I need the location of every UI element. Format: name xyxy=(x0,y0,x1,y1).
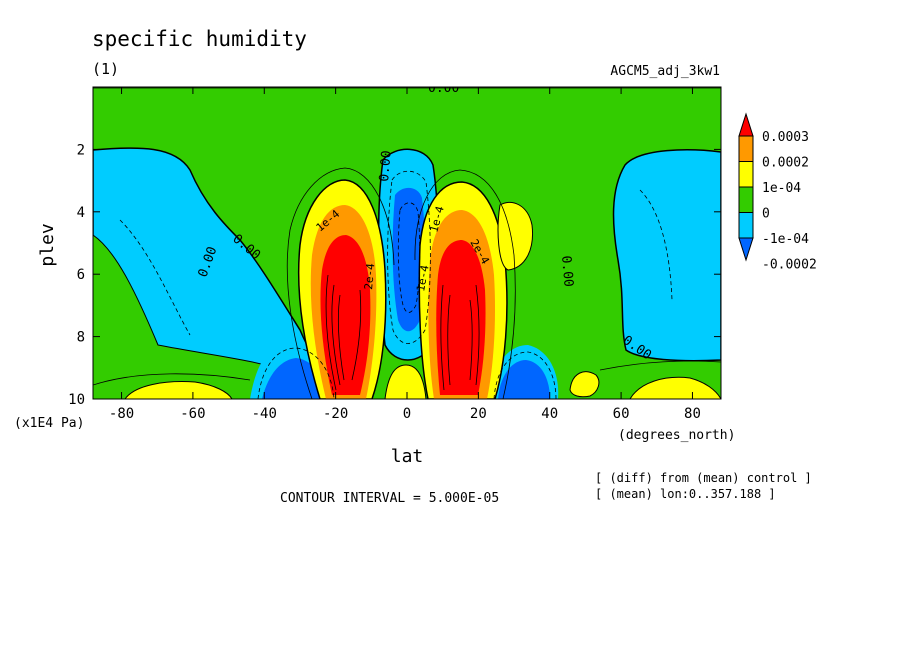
region-pos-sh-03 xyxy=(320,235,371,395)
contour-label: 1e-4 xyxy=(414,264,431,293)
note-mean-text: [ (mean) lon:0..357.188 ] xyxy=(595,487,776,501)
y-tick-label: 10 xyxy=(68,392,85,408)
x-tick-label: -20 xyxy=(323,406,348,422)
x-tick-label: 20 xyxy=(470,406,487,422)
colorbar-label: 0.0002 xyxy=(762,156,809,171)
colorbar-label: 1e-04 xyxy=(762,181,801,196)
colorbar-swatch xyxy=(738,212,754,239)
colorbar-swatch xyxy=(738,161,754,188)
region-pos-nh-surface xyxy=(629,376,721,399)
y-tick-label: 8 xyxy=(77,330,85,346)
colorbar-swatch-max xyxy=(738,112,754,137)
contour-label: 0.00 xyxy=(558,255,576,288)
colorbar-label: 0.0003 xyxy=(762,130,809,145)
x-tick-label: 0 xyxy=(403,406,411,422)
x-axis-units: (degrees_north) xyxy=(618,428,735,443)
contour-label: 2e-4 xyxy=(362,262,377,290)
y-axis: 2 4 6 8 10 xyxy=(68,142,721,408)
x-tick-label: 80 xyxy=(684,406,701,422)
y-tick-label: 2 xyxy=(77,142,85,158)
region-neg-sh-strong xyxy=(262,358,326,399)
region-pos-eq-low xyxy=(384,364,427,399)
region-pos-nh-spot xyxy=(569,371,600,398)
y-tick-label: 6 xyxy=(77,267,85,283)
colorbar: 0.0003 0.0002 1e-04 0 -1e-04 -0.0002 xyxy=(738,112,817,273)
x-tick-label: -40 xyxy=(252,406,277,422)
chart-subtitle: (1) xyxy=(92,60,119,78)
colorbar-label: -0.0002 xyxy=(762,258,817,273)
region-pos-sh-surface xyxy=(124,381,233,399)
contour-field: 0.00 0.00 0.00 0.00 0.00 0.00 1e-4 1e-4 … xyxy=(93,81,721,399)
note-diff-text: [ (diff) from (mean) control ] xyxy=(595,471,812,485)
y-axis-label: plev xyxy=(37,223,58,266)
colorbar-label: 0 xyxy=(762,207,770,222)
contour-lines-negative xyxy=(119,170,673,399)
colorbar-swatch xyxy=(738,186,754,213)
colorbar-swatch-min xyxy=(738,237,754,262)
colorbar-swatch xyxy=(738,135,754,162)
region-pos-nh-03 xyxy=(436,240,486,395)
x-axis: -80 -60 -40 -20 0 20 40 60 80 xyxy=(109,87,701,422)
chart-title: specific humidity xyxy=(92,27,307,51)
colorbar-label: -1e-04 xyxy=(762,232,809,247)
x-tick-label: 40 xyxy=(541,406,558,422)
contour-interval-text: CONTOUR INTERVAL = 5.000E-05 xyxy=(280,491,499,506)
contour-label: 0.00 xyxy=(428,81,459,96)
x-tick-label: -60 xyxy=(180,406,205,422)
contour-label: 0.00 xyxy=(377,150,395,183)
x-tick-label: 60 xyxy=(613,406,630,422)
x-axis-label: lat xyxy=(391,446,424,467)
y-tick-label: 4 xyxy=(77,205,85,221)
x-tick-label: -80 xyxy=(109,406,134,422)
y-axis-units: (x1E4 Pa) xyxy=(14,416,84,431)
region-neg-nh-strong xyxy=(498,360,550,399)
run-label: AGCM5_adj_3kw1 xyxy=(610,64,720,79)
